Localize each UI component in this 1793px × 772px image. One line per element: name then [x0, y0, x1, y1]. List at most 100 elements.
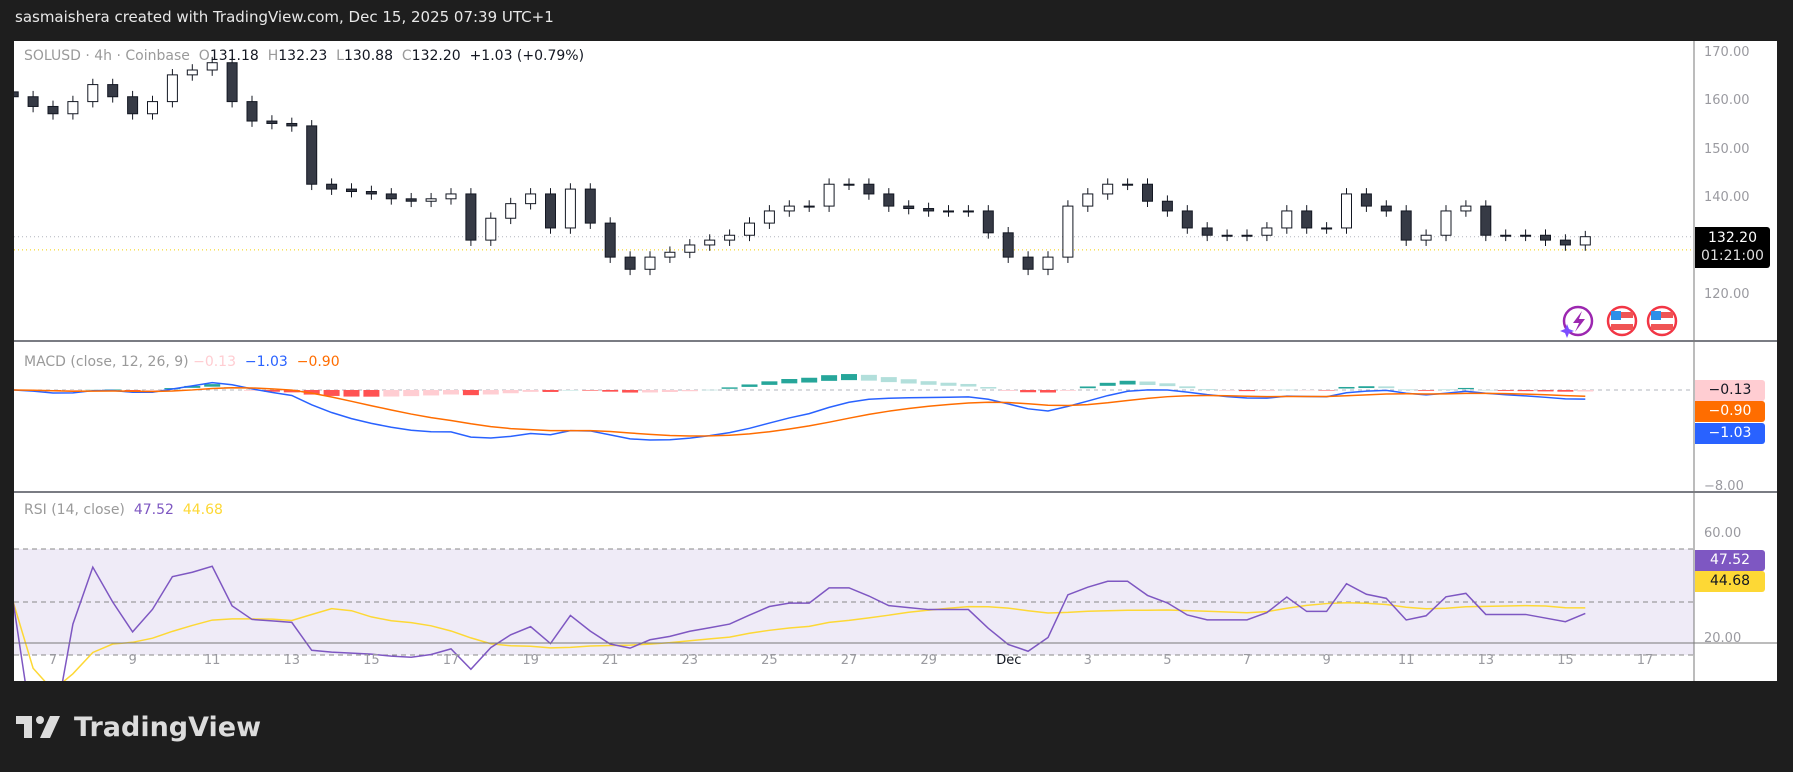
us-flag-event-icon[interactable]	[1606, 305, 1638, 337]
candle	[14, 91, 19, 98]
candle	[485, 217, 497, 241]
candle	[1500, 234, 1512, 237]
macd-hist-bar	[980, 387, 997, 389]
macd-hist-bar	[1557, 390, 1574, 392]
macd-hist-bar	[1258, 390, 1275, 392]
time-tick: 3	[1083, 653, 1092, 668]
macd-signal-value: −0.90	[296, 354, 340, 370]
us-flag-event-icon[interactable]	[1646, 305, 1678, 337]
candle	[306, 125, 318, 185]
candle	[1341, 193, 1352, 229]
candle	[1559, 239, 1571, 246]
rsi-legend[interactable]: RSI (14, close) 47.52 44.68	[24, 502, 223, 518]
macd-hist-bar	[1438, 389, 1454, 391]
candle	[1122, 183, 1134, 186]
rsi-tag: 47.52	[1695, 550, 1765, 571]
macd-hist-bar	[1537, 390, 1554, 392]
time-tick: 11	[203, 653, 221, 668]
macd-hist-bar	[263, 390, 280, 392]
macd-title[interactable]: MACD (close, 12, 26, 9)	[24, 354, 189, 370]
macd-hist-bar	[1000, 390, 1017, 391]
time-tick: 19	[522, 653, 539, 668]
candle	[1420, 234, 1432, 241]
macd-hist-bar	[502, 390, 519, 394]
lightning-event-icon[interactable]	[1560, 305, 1594, 338]
candle	[644, 256, 656, 270]
candle	[664, 251, 676, 258]
rsi-title[interactable]: RSI (14, close)	[24, 502, 125, 518]
time-tick: 23	[681, 653, 699, 668]
time-tick: 17	[442, 653, 460, 668]
macd-signal-line	[14, 386, 1586, 437]
candle	[783, 205, 795, 212]
candle	[883, 193, 895, 207]
symbol-legend[interactable]: SOLUSD · 4h · Coinbase O131.18 H132.23 L…	[24, 48, 584, 64]
chart-canvas[interactable]	[14, 41, 1777, 681]
open-value: 131.18	[209, 48, 259, 64]
macd-hist-bar	[821, 375, 838, 381]
macd-hist-bar	[1577, 390, 1594, 392]
candle	[67, 101, 79, 115]
candle	[405, 198, 417, 202]
macd-value: −1.03	[244, 354, 288, 370]
chart-frame[interactable]: SOLUSD · 4h · Coinbase O131.18 H132.23 L…	[14, 41, 1777, 681]
high-label: H	[267, 48, 279, 64]
candle	[744, 222, 755, 236]
candle	[326, 183, 338, 190]
candle	[1082, 193, 1094, 207]
candle	[385, 193, 397, 200]
macd-legend[interactable]: MACD (close, 12, 26, 9) −0.13 −1.03 −0.9…	[24, 354, 340, 370]
rsi-line	[14, 565, 1586, 681]
candle	[1380, 205, 1392, 212]
macd-hist-bar	[582, 390, 599, 391]
candle	[107, 84, 119, 98]
candle	[1321, 227, 1333, 230]
rsi-ma-line	[14, 602, 1586, 681]
macd-hist-bar	[124, 390, 141, 391]
candle	[505, 203, 517, 219]
candle	[684, 244, 696, 253]
macd-hist-bar	[443, 390, 459, 395]
candle	[425, 198, 437, 202]
macd-hist-bar	[1358, 386, 1375, 389]
chart-header-title: sasmaishera created with TradingView.com…	[15, 8, 554, 26]
macd-hist-bar	[1378, 386, 1395, 389]
tradingview-logo[interactable]: TradingView	[16, 712, 261, 743]
macd-hist-bar	[84, 389, 101, 391]
macd-hist-bar	[1418, 390, 1435, 391]
macd-line	[14, 381, 1586, 441]
macd-tick: −8.00	[1704, 479, 1744, 491]
candle	[1241, 234, 1253, 237]
macd-hist-bar	[602, 390, 619, 392]
macd-hist-bar	[642, 390, 658, 393]
macd-hist-bar	[841, 374, 857, 381]
rsi-tick: 20.00	[1704, 631, 1742, 643]
rsi-ma-tag: 44.68	[1695, 571, 1765, 592]
macd-hist-bar	[1497, 390, 1514, 391]
macd-hist-bar	[940, 382, 957, 386]
macd-hist-bar	[1477, 389, 1494, 391]
candle	[1360, 193, 1372, 207]
bar-countdown: 01:21:00	[1701, 248, 1764, 264]
macd-hist-bar	[681, 390, 698, 392]
macd-hist-bar	[661, 390, 678, 392]
symbol-info[interactable]: SOLUSD · 4h · Coinbase	[24, 48, 190, 64]
macd-hist-bar	[244, 390, 260, 391]
close-label: C	[401, 48, 412, 64]
macd-signal-tag: −0.90	[1695, 401, 1765, 422]
macd-hist-bar	[403, 390, 420, 397]
time-tick: 9	[1322, 653, 1331, 668]
candle	[127, 96, 139, 115]
candle	[206, 62, 218, 71]
candle	[863, 183, 875, 195]
macd-hist-bar	[880, 377, 897, 383]
candle	[903, 205, 915, 210]
logo-text: TradingView	[74, 712, 262, 743]
low-label: L	[336, 48, 344, 64]
macd-hist-bar	[482, 390, 499, 395]
candle	[1062, 205, 1074, 258]
candle	[465, 193, 477, 241]
rsi-value: 47.52	[133, 502, 174, 518]
macd-hist-bar	[303, 390, 320, 395]
macd-histogram	[14, 374, 1594, 397]
